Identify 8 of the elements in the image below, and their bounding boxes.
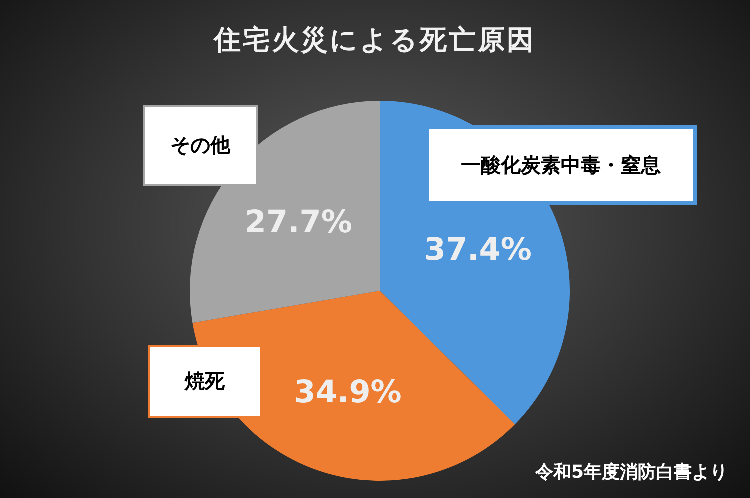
chart-title: 住宅火災による死亡原因 xyxy=(212,24,537,58)
slice-label: 焼死 xyxy=(148,345,262,418)
data-label: 37.4% xyxy=(424,232,532,268)
data-label: 27.7% xyxy=(244,204,352,240)
slice-label: その他 xyxy=(143,105,258,186)
text: 令和5年度消防白書より xyxy=(535,461,728,484)
slice-label: 一酸化炭素中毒・窒息 xyxy=(425,125,697,205)
data-label: 34.9% xyxy=(294,374,402,410)
